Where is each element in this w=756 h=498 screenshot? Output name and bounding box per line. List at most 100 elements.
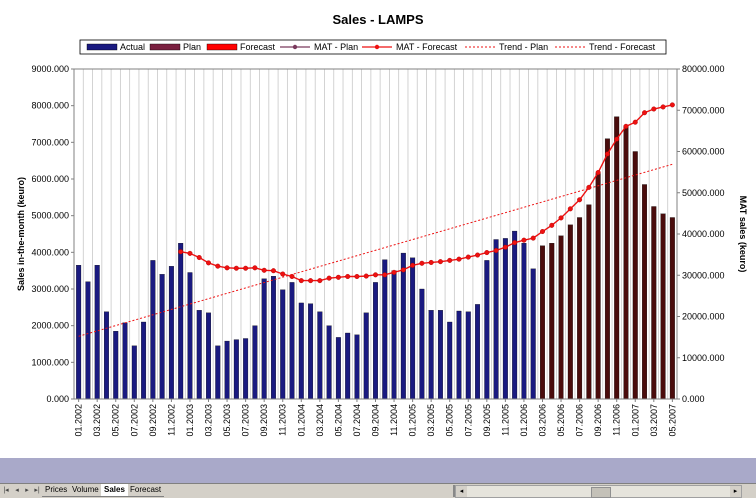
forecast-bar (586, 204, 592, 400)
actual-bar (475, 304, 481, 400)
mat-forecast-point (280, 271, 286, 277)
mat-forecast-point (623, 123, 629, 129)
chart-title: Sales - LAMPS (332, 12, 423, 27)
x-tick-label: 03.2006 (537, 404, 547, 437)
forecast-bar (669, 217, 675, 400)
mat-forecast-point (539, 229, 545, 235)
x-tick-label: 03.2005 (426, 404, 436, 437)
trend-forecast-line (78, 163, 673, 337)
tab-prices[interactable]: Prices (42, 484, 71, 497)
actual-bar (437, 310, 443, 400)
x-tick-label: 03.2007 (649, 404, 659, 437)
legend-swatch (206, 43, 238, 51)
y2-tick-label: 50000.000 (682, 188, 725, 198)
y2-axis-label: MAT sales (keuro) (738, 196, 748, 273)
actual-bar (391, 270, 397, 400)
last-sheet-icon[interactable]: ▸| (34, 487, 40, 494)
mat-forecast-point (196, 255, 202, 261)
mat-forecast-point (410, 262, 416, 268)
y2-tick-label: 20000.000 (682, 312, 725, 322)
actual-bar (85, 281, 91, 400)
x-tick-label: 05.2007 (667, 404, 677, 437)
forecast-bar (558, 235, 564, 400)
x-tick-label: 09.2002 (148, 404, 158, 437)
y2-tick-label: 0.000 (682, 394, 705, 404)
mat-forecast-point (252, 265, 258, 271)
actual-bar (224, 340, 230, 400)
tab-volume[interactable]: Volume (69, 484, 102, 497)
x-tick-label: 05.2004 (333, 404, 343, 437)
forecast-bar (660, 213, 666, 400)
y2-tick-label: 40000.000 (682, 229, 725, 239)
actual-bar (447, 321, 453, 400)
forecast-bar (623, 125, 629, 400)
actual-bar (363, 312, 369, 400)
x-tick-label: 03.2003 (204, 404, 214, 437)
legend-swatch (86, 43, 118, 51)
y-tick-label: 1000.000 (31, 357, 69, 367)
actual-bar (104, 311, 109, 400)
mat-forecast-point (308, 278, 314, 284)
mat-forecast-point (354, 273, 360, 279)
mat-forecast-point (178, 249, 184, 255)
x-tick-label: 03.2004 (315, 404, 325, 437)
actual-bar (326, 325, 332, 400)
x-tick-label: 07.2002 (129, 404, 139, 437)
x-axis-ticks: 01.2002 03.2002 05.2002 07.2002 09.2002 11.20… (74, 399, 677, 437)
mat-forecast-point (558, 215, 564, 221)
actual-bar (382, 259, 388, 400)
actual-bar (252, 325, 258, 400)
forecast-bar (540, 245, 545, 400)
tab-forecast[interactable]: Forecast (127, 484, 165, 497)
forecast-bar (577, 217, 583, 400)
mat-forecast-point (206, 260, 212, 266)
mat-forecast-point (428, 259, 434, 265)
mat-forecast-point (363, 273, 369, 279)
actual-bar (335, 337, 341, 400)
actual-bar (512, 230, 518, 400)
mat-forecast-point (465, 254, 471, 260)
tab-split-handle[interactable] (453, 485, 455, 497)
chart-footer-area (0, 458, 756, 483)
x-tick-label: 05.2003 (222, 404, 232, 437)
legend-label: Trend - Forecast (589, 42, 656, 52)
horizontal-scrollbar[interactable]: ◂ ▸ (455, 485, 742, 498)
legend-label: Forecast (240, 42, 276, 52)
actual-bar (289, 282, 295, 400)
chart-legend: Actual Plan Forecast MAT - Plan MAT - Foreca… (79, 39, 667, 55)
scroll-thumb[interactable] (591, 487, 611, 498)
mat-forecast-point (215, 263, 221, 269)
scroll-right-icon[interactable]: ▸ (730, 486, 741, 497)
actual-bar (400, 252, 406, 400)
y-tick-label: 8000.000 (31, 101, 69, 111)
plot-area-border (73, 68, 678, 400)
mat-forecast-point (326, 275, 332, 281)
y-tick-label: 6000.000 (31, 174, 69, 184)
tab-sales[interactable]: Sales (101, 484, 128, 497)
y-tick-label: 9000.000 (31, 64, 69, 74)
x-tick-label: 01.2006 (519, 404, 529, 437)
x-tick-label: 01.2002 (74, 404, 84, 437)
mat-forecast-point (632, 119, 638, 125)
scroll-left-icon[interactable]: ◂ (456, 486, 467, 497)
mat-forecast-point (660, 104, 666, 110)
first-sheet-icon[interactable]: |◂ (3, 487, 9, 494)
actual-bar (141, 321, 147, 400)
prev-sheet-icon[interactable]: ◂ (15, 487, 19, 494)
sales-chart: Sales - LAMPS Actual Plan Forecast MAT - Pl… (16, 12, 748, 437)
y-tick-label: 3000.000 (31, 284, 69, 294)
next-sheet-icon[interactable]: ▸ (25, 487, 29, 494)
mat-forecast-point (493, 247, 499, 253)
legend-label: MAT - Plan (314, 42, 358, 52)
mat-forecast-point (233, 265, 239, 271)
mat-forecast-point (456, 256, 462, 262)
actual-bar (419, 288, 425, 400)
mat-forecast-point (345, 273, 351, 279)
actual-bar (280, 289, 286, 400)
legend-label: Plan (183, 42, 201, 52)
y2-tick-label: 30000.000 (682, 270, 725, 280)
actual-bar (493, 239, 499, 400)
mat-forecast-point (270, 268, 276, 274)
mat-forecast-point (604, 151, 610, 157)
x-tick-label: 09.2006 (593, 404, 603, 437)
